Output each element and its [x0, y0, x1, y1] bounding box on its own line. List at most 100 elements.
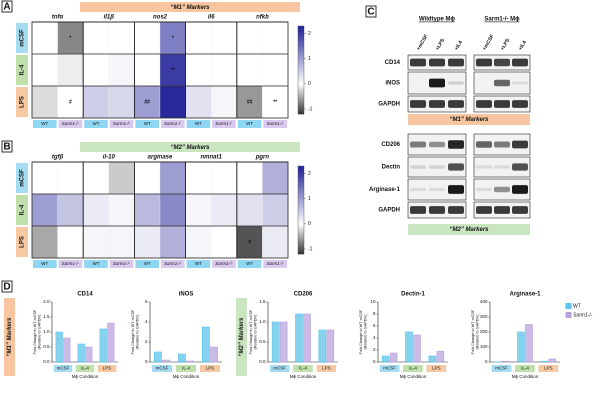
- condition-label: IL-4: [20, 64, 26, 75]
- blot-band: [448, 58, 464, 67]
- blot-band: [448, 100, 464, 108]
- bar: [178, 353, 186, 363]
- gene-label: pgrn: [255, 155, 270, 161]
- bar: [548, 358, 557, 363]
- genotype-label: Sarm1-/-: [113, 261, 131, 266]
- significance-mark: **: [273, 99, 277, 105]
- gene-label: tgfβ: [52, 155, 64, 161]
- heat-cell: [236, 53, 263, 87]
- heat-cell: [262, 53, 289, 87]
- genotype-label: WT: [246, 261, 253, 266]
- y-tick-label: 2: [373, 347, 376, 352]
- colorbar-step: [298, 212, 304, 215]
- vertical-header-text: “M1” Markers: [7, 317, 13, 357]
- heat-cell: [134, 85, 161, 119]
- bar: [540, 360, 549, 363]
- bar: [186, 360, 194, 363]
- colorbar-step: [298, 70, 304, 73]
- bar: [413, 334, 421, 363]
- colorbar-step: [298, 190, 304, 193]
- colorbar-tick-label: 1: [308, 56, 311, 62]
- blot-band: [410, 100, 426, 108]
- colorbar-step: [298, 41, 304, 44]
- colorbar-step: [298, 194, 304, 198]
- heat-cell: [83, 53, 109, 87]
- blot-row-label: iNOS: [385, 81, 400, 87]
- heat-cell: [159, 193, 186, 227]
- heat-cell: [262, 193, 289, 227]
- x-tick-label: IL-4: [299, 366, 307, 371]
- x-tick-label: LPS: [206, 366, 215, 371]
- genotype-box: [161, 120, 185, 128]
- condition-box: [199, 365, 221, 372]
- genotype-box: [58, 120, 83, 128]
- colorbar-step: [298, 32, 304, 36]
- heat-cell: [57, 193, 84, 227]
- genotype-label: Sarm1-/-: [164, 121, 182, 126]
- gene-label: il1β: [104, 15, 115, 21]
- colorbar-tick-label: 2: [308, 31, 311, 37]
- colorbar-step: [298, 216, 304, 220]
- heat-cell: [262, 21, 289, 55]
- genotype-label: WT: [93, 121, 100, 126]
- genotype-box: [58, 260, 83, 268]
- header-text: “M1” Markers: [170, 5, 210, 11]
- blot-band: [448, 140, 464, 149]
- significance-mark: #: [248, 239, 251, 245]
- colorbar-step: [298, 59, 304, 62]
- heat-cell: [134, 193, 161, 227]
- colorbar-step: [298, 109, 304, 113]
- y-axis-label: Fold Change to WT mCSF: [359, 309, 363, 354]
- heat-cell: [83, 193, 109, 227]
- bar: [326, 329, 335, 363]
- lane-label: +mCSF: [416, 34, 430, 52]
- chart-title: CD206: [294, 292, 313, 298]
- colorbar-step: [298, 98, 304, 102]
- heat-cell: [262, 225, 289, 259]
- genotype-box: [212, 120, 236, 128]
- bar: [77, 343, 85, 363]
- genotype-box: [186, 260, 211, 268]
- bar: [517, 331, 525, 363]
- heat-cell: [159, 85, 186, 119]
- colorbar-step: [298, 54, 304, 58]
- significance-mark: *: [69, 35, 71, 41]
- x-tick-label: mCSF: [156, 366, 169, 371]
- header-bar: [80, 142, 300, 152]
- blot-band: [410, 141, 426, 148]
- gene-label: nfkb: [256, 15, 269, 21]
- heat-cell: [185, 161, 212, 195]
- x-tick-label: LPS: [322, 366, 331, 371]
- colorbar-step: [298, 199, 304, 202]
- gene-label: nos2: [153, 15, 168, 21]
- blot-row-label: GAPDH: [378, 102, 400, 108]
- colorbar-step: [298, 203, 304, 206]
- group-label: Wildtype Mϕ: [419, 17, 456, 23]
- colorbar-step: [298, 74, 304, 77]
- colorbar-step: [298, 247, 304, 250]
- colorbar-step: [298, 192, 304, 195]
- y-tick-label: 4: [373, 335, 376, 340]
- y-tick-label: 6: [373, 323, 376, 328]
- significance-mark: **: [171, 67, 175, 73]
- legend-label: Sarm1-/-: [573, 312, 593, 318]
- colorbar-step: [298, 172, 304, 176]
- colorbar-step: [298, 238, 304, 242]
- legend-swatch: [565, 312, 572, 318]
- genotype-box: [237, 120, 262, 128]
- bar: [154, 351, 162, 363]
- bar: [436, 350, 445, 363]
- y-tick-label: 2.0: [43, 299, 50, 304]
- marker-bar: [408, 224, 530, 235]
- heat-cell: [83, 85, 109, 119]
- colorbar-frame: [297, 25, 305, 115]
- genotype-box: [135, 260, 159, 268]
- colorbar-step: [298, 174, 304, 178]
- panel-label: C: [367, 7, 374, 18]
- colorbar-step: [298, 45, 304, 49]
- heat-cell: [57, 161, 84, 195]
- blot-band: [476, 100, 492, 108]
- y-axis-label: (Relative to GAPDH): [364, 314, 368, 350]
- genotype-box: [109, 260, 134, 268]
